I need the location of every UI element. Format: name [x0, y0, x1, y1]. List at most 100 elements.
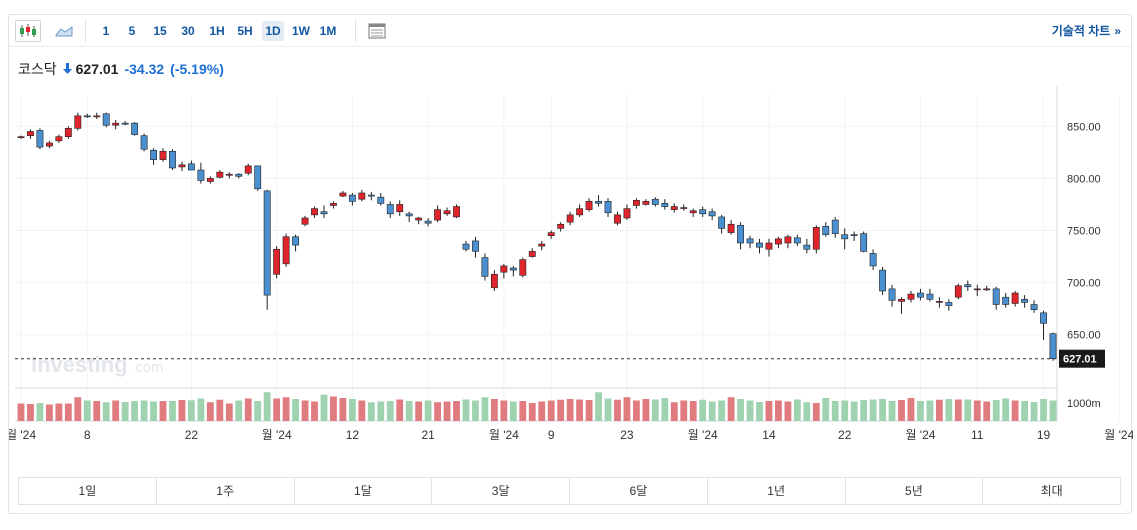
x-tick-label: 19 — [1037, 428, 1051, 442]
candle-body — [311, 208, 318, 216]
candle-body — [1040, 312, 1047, 324]
candle-body — [490, 273, 498, 289]
volume-bar — [642, 399, 650, 421]
technical-chart-label: 기술적 차트 — [1051, 24, 1111, 38]
table-view-icon[interactable] — [364, 20, 390, 42]
volume-bar — [55, 403, 63, 421]
volume-bar — [150, 401, 157, 421]
area-chart-icon[interactable] — [51, 20, 77, 42]
volume-bar — [907, 398, 915, 421]
volume-bar — [519, 401, 527, 421]
timeframe-1w[interactable]: 1W — [292, 24, 310, 38]
candle-body — [481, 257, 489, 277]
candle-body — [178, 164, 186, 168]
candle-body — [282, 236, 290, 265]
timeframe-30[interactable]: 30 — [181, 24, 195, 38]
candlestick-icon[interactable] — [15, 20, 41, 42]
volume-bar — [121, 402, 129, 421]
period-button[interactable]: 6달 — [570, 478, 708, 504]
candle-body — [784, 236, 792, 244]
x-tick-label: 22 — [185, 428, 199, 442]
candle-body — [746, 238, 754, 244]
candle-body — [74, 115, 82, 129]
period-button[interactable]: 1주 — [157, 478, 295, 504]
period-button[interactable]: 1달 — [295, 478, 433, 504]
candle-body — [595, 201, 602, 204]
volume-bar — [727, 397, 735, 421]
candle-body — [689, 210, 697, 214]
candle-body — [187, 163, 195, 171]
candle-body — [632, 199, 640, 206]
volume-bar — [623, 397, 631, 421]
volume-bar — [244, 398, 252, 421]
timeframe-5h[interactable]: 5H — [237, 24, 253, 38]
candle-body — [661, 203, 669, 207]
volume-bar — [547, 400, 555, 421]
volume-bar — [178, 400, 186, 421]
volume-bar — [481, 397, 489, 421]
volume-bar — [225, 403, 233, 421]
candle-body — [964, 284, 972, 288]
candle-body — [775, 238, 782, 245]
candle-body — [358, 192, 366, 200]
volume-bar — [339, 398, 347, 421]
volume-bar — [301, 400, 309, 421]
candle-body — [793, 237, 801, 244]
volume-bar — [945, 399, 953, 421]
volume-bar — [45, 404, 53, 421]
candle-body — [935, 301, 943, 303]
volume-bar — [424, 400, 432, 421]
y-tick-label: 800.00 — [1067, 173, 1101, 185]
timeframe-1h[interactable]: 1H — [209, 24, 225, 38]
volume-bar — [793, 399, 801, 421]
period-button[interactable]: 1일 — [19, 478, 157, 504]
period-button[interactable]: 최대 — [1040, 484, 1063, 498]
candle-body — [879, 269, 887, 292]
volume-bar — [651, 399, 659, 421]
candle-body — [131, 122, 139, 135]
volume-bar — [812, 403, 820, 421]
candle-body — [727, 223, 735, 233]
timeframe-5[interactable]: 5 — [128, 24, 136, 38]
volume-bar — [538, 401, 546, 421]
period-button[interactable]: 5년 — [846, 478, 984, 504]
volume-bar — [83, 400, 91, 421]
candle-body — [954, 285, 962, 298]
timeframe-1[interactable]: 1 — [102, 24, 110, 38]
candle-body — [27, 131, 34, 136]
volume-bar — [860, 400, 868, 421]
candle-body — [812, 227, 820, 250]
candle-body — [718, 216, 726, 229]
price-change-percent: (-5.19%) — [170, 61, 224, 77]
timeframe-15[interactable]: 15 — [153, 24, 167, 38]
volume-bar — [64, 403, 72, 421]
chevron-right-icon: » — [1114, 24, 1121, 38]
volume-bar — [595, 392, 602, 421]
price-chart[interactable]: 850.00 800.00 750.00 700.00 650.00 Investing.… — [9, 15, 1133, 455]
volume-bar — [367, 402, 375, 421]
x-tick-label: 월 '24 — [9, 428, 36, 442]
timeframe-1d[interactable]: 1D — [262, 21, 284, 41]
candle-body — [992, 288, 1000, 305]
volume-bar — [216, 399, 224, 421]
candle-body — [55, 136, 63, 142]
volume-bar — [566, 399, 574, 421]
candle-body — [121, 122, 129, 125]
technical-chart-link[interactable]: 기술적 차트» — [1052, 22, 1121, 39]
period-button[interactable]: 1년 — [708, 478, 846, 504]
candle-body — [244, 165, 252, 174]
candle-body — [273, 248, 281, 275]
volume-bar — [140, 400, 148, 421]
period-button[interactable]: 3달 — [432, 478, 570, 504]
volume-bar — [775, 400, 782, 421]
candle-body — [538, 243, 546, 247]
candle-body — [443, 210, 451, 215]
candle-body — [386, 204, 394, 215]
toolbar-separator — [355, 20, 356, 42]
timeframe-1m[interactable]: 1M — [319, 24, 337, 38]
volume-bar — [405, 401, 413, 421]
candle-body — [803, 244, 811, 250]
volume-bar — [633, 400, 640, 421]
volume-bar — [377, 401, 385, 421]
candle-body — [1049, 333, 1057, 360]
